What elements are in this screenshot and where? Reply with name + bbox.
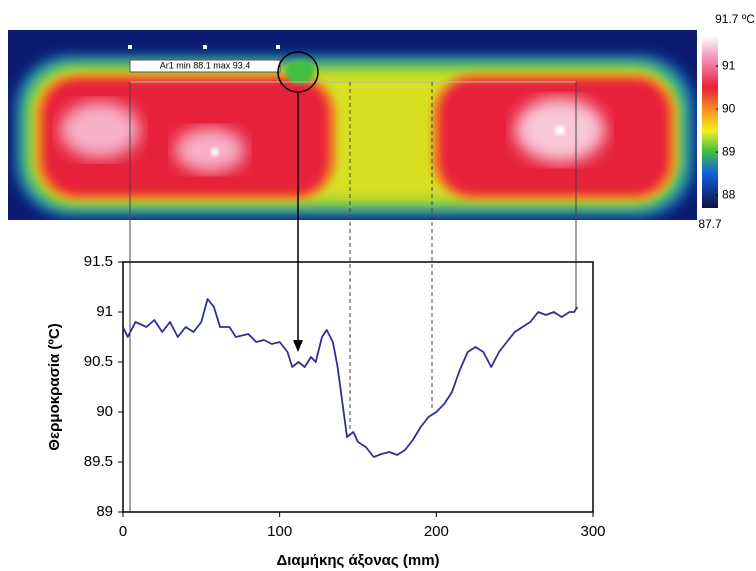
colorbar-tick-label: 90 (722, 101, 736, 115)
colorbar-tick-label: 91.7 ºC (715, 12, 755, 26)
y-tick-label: 89.5 (84, 453, 113, 470)
plot-frame (123, 262, 593, 512)
colorbar (702, 36, 718, 208)
colorbar-tick-label: 91 (722, 58, 736, 72)
figure: Ar1 min 88.1 max 93.4 Διαμήκης άξονας (m… (0, 0, 756, 571)
x-tick-label: 300 (580, 523, 605, 540)
colorbar-tick-label: 88 (722, 187, 736, 201)
y-tick-label: 90 (96, 403, 113, 420)
x-tick-label: 100 (267, 523, 292, 540)
y-tick-label: 91.5 (84, 253, 113, 270)
y-tick-label: 89 (96, 503, 113, 520)
colorbar-tick-label: 87.7 (698, 217, 722, 231)
y-axis-title: Θερμοκρασία (ºC) (46, 323, 63, 450)
y-tick-label: 90.5 (84, 353, 113, 370)
x-axis-title: Διαμήκης άξονας (mm) (276, 552, 439, 569)
thermal-image (8, 30, 697, 220)
colorbar-tick-label: 89 (722, 144, 736, 158)
y-tick-label: 91 (96, 303, 113, 320)
x-tick-label: 200 (424, 523, 449, 540)
image-annotation: Ar1 min 88.1 max 93.4 (160, 60, 251, 70)
x-tick-label: 0 (119, 523, 127, 540)
